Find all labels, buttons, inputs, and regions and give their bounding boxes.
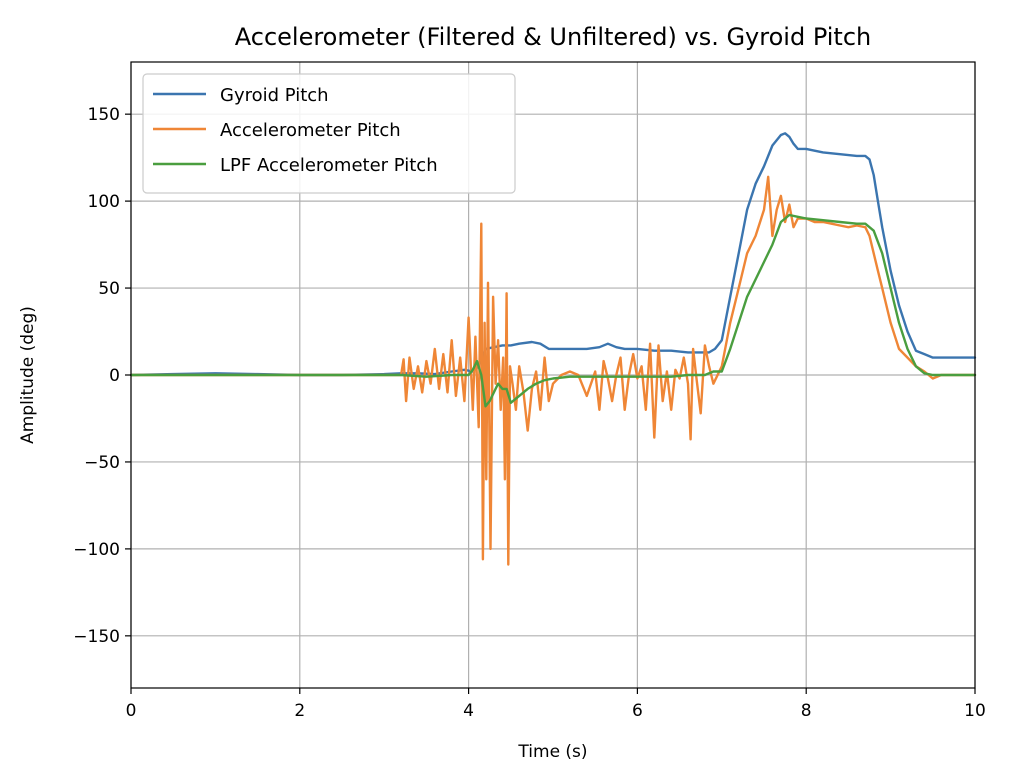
y-tick-label: −50 — [84, 453, 120, 473]
series-layer — [129, 132, 977, 566]
x-tick-label: 4 — [463, 701, 474, 721]
legend-box — [142, 73, 516, 194]
x-tick-label: 10 — [964, 701, 986, 721]
series-line-1 — [129, 132, 977, 377]
legend-label: Accelerometer Pitch — [220, 120, 401, 141]
y-tick-label: 100 — [88, 192, 120, 212]
x-tick-label: 0 — [126, 701, 137, 721]
y-tick-label: −150 — [73, 627, 120, 647]
y-tick-label: −100 — [73, 540, 120, 560]
y-tick-label: 150 — [88, 105, 120, 125]
legend: Gyroid Pitch Accelerometer Pitch LPF Accel… — [142, 73, 516, 194]
x-axis-label: Time (s) — [517, 742, 587, 762]
legend-label: LPF Accelerometer Pitch — [220, 155, 438, 176]
legend-label: Gyroid Pitch — [220, 85, 329, 106]
series-line-2 — [129, 175, 977, 566]
x-tick-label: 2 — [294, 701, 305, 721]
y-tick-label: 50 — [98, 279, 120, 299]
y-axis-label: Amplitude (deg) — [18, 306, 38, 444]
axis-ticks: 0 2 4 6 8 10 −150 −100 −50 0 50 100 150 — [73, 105, 986, 721]
y-tick-label: 0 — [109, 366, 120, 386]
series-line-3 — [129, 213, 977, 408]
x-tick-label: 8 — [801, 701, 812, 721]
x-tick-label: 6 — [632, 701, 643, 721]
chart-title: Accelerometer (Filtered & Unfiltered) vs… — [235, 23, 872, 51]
